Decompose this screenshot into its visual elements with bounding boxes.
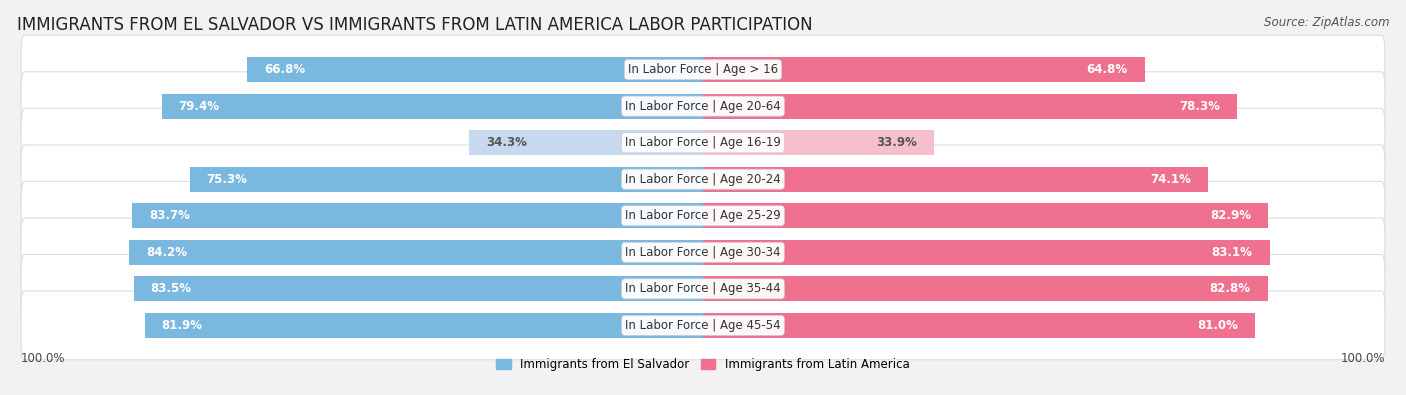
Bar [129, 240, 703, 265]
Legend: Immigrants from El Salvador, Immigrants from Latin America: Immigrants from El Salvador, Immigrants … [492, 353, 914, 376]
Text: 84.2%: 84.2% [146, 246, 187, 259]
Text: 79.4%: 79.4% [179, 100, 219, 113]
Text: 83.5%: 83.5% [150, 282, 191, 295]
FancyBboxPatch shape [21, 181, 1385, 250]
Text: In Labor Force | Age 25-29: In Labor Force | Age 25-29 [626, 209, 780, 222]
Bar [470, 130, 703, 155]
FancyBboxPatch shape [21, 35, 1385, 104]
Bar [703, 57, 1144, 82]
Bar [703, 240, 1270, 265]
Bar [703, 276, 1268, 301]
Text: IMMIGRANTS FROM EL SALVADOR VS IMMIGRANTS FROM LATIN AMERICA LABOR PARTICIPATION: IMMIGRANTS FROM EL SALVADOR VS IMMIGRANT… [17, 16, 813, 34]
Text: 78.3%: 78.3% [1180, 100, 1220, 113]
Text: 100.0%: 100.0% [21, 352, 66, 365]
Text: In Labor Force | Age 16-19: In Labor Force | Age 16-19 [626, 136, 780, 149]
FancyBboxPatch shape [21, 108, 1385, 177]
Text: In Labor Force | Age 45-54: In Labor Force | Age 45-54 [626, 319, 780, 332]
FancyBboxPatch shape [21, 145, 1385, 214]
Text: 82.8%: 82.8% [1209, 282, 1250, 295]
FancyBboxPatch shape [21, 291, 1385, 360]
Bar [703, 94, 1237, 118]
Bar [247, 57, 703, 82]
FancyBboxPatch shape [21, 254, 1385, 323]
Text: 100.0%: 100.0% [1340, 352, 1385, 365]
Text: In Labor Force | Age 20-24: In Labor Force | Age 20-24 [626, 173, 780, 186]
Text: 34.3%: 34.3% [486, 136, 527, 149]
Text: In Labor Force | Age 35-44: In Labor Force | Age 35-44 [626, 282, 780, 295]
FancyBboxPatch shape [21, 218, 1385, 287]
Text: In Labor Force | Age 20-64: In Labor Force | Age 20-64 [626, 100, 780, 113]
Bar [145, 313, 703, 338]
Bar [134, 276, 703, 301]
Text: 75.3%: 75.3% [207, 173, 247, 186]
Text: 81.0%: 81.0% [1198, 319, 1239, 332]
Bar [703, 167, 1208, 192]
Bar [703, 203, 1268, 228]
Text: 66.8%: 66.8% [264, 63, 305, 76]
Text: In Labor Force | Age 30-34: In Labor Force | Age 30-34 [626, 246, 780, 259]
Text: 83.7%: 83.7% [149, 209, 190, 222]
Bar [162, 94, 703, 118]
Bar [703, 313, 1256, 338]
Text: In Labor Force | Age > 16: In Labor Force | Age > 16 [628, 63, 778, 76]
Text: 82.9%: 82.9% [1211, 209, 1251, 222]
Text: 74.1%: 74.1% [1150, 173, 1191, 186]
Bar [190, 167, 703, 192]
Text: 33.9%: 33.9% [876, 136, 917, 149]
Text: 81.9%: 81.9% [162, 319, 202, 332]
Bar [132, 203, 703, 228]
Text: 64.8%: 64.8% [1087, 63, 1128, 76]
Text: 83.1%: 83.1% [1212, 246, 1253, 259]
FancyBboxPatch shape [21, 72, 1385, 141]
Text: Source: ZipAtlas.com: Source: ZipAtlas.com [1264, 16, 1389, 29]
Bar [703, 130, 934, 155]
